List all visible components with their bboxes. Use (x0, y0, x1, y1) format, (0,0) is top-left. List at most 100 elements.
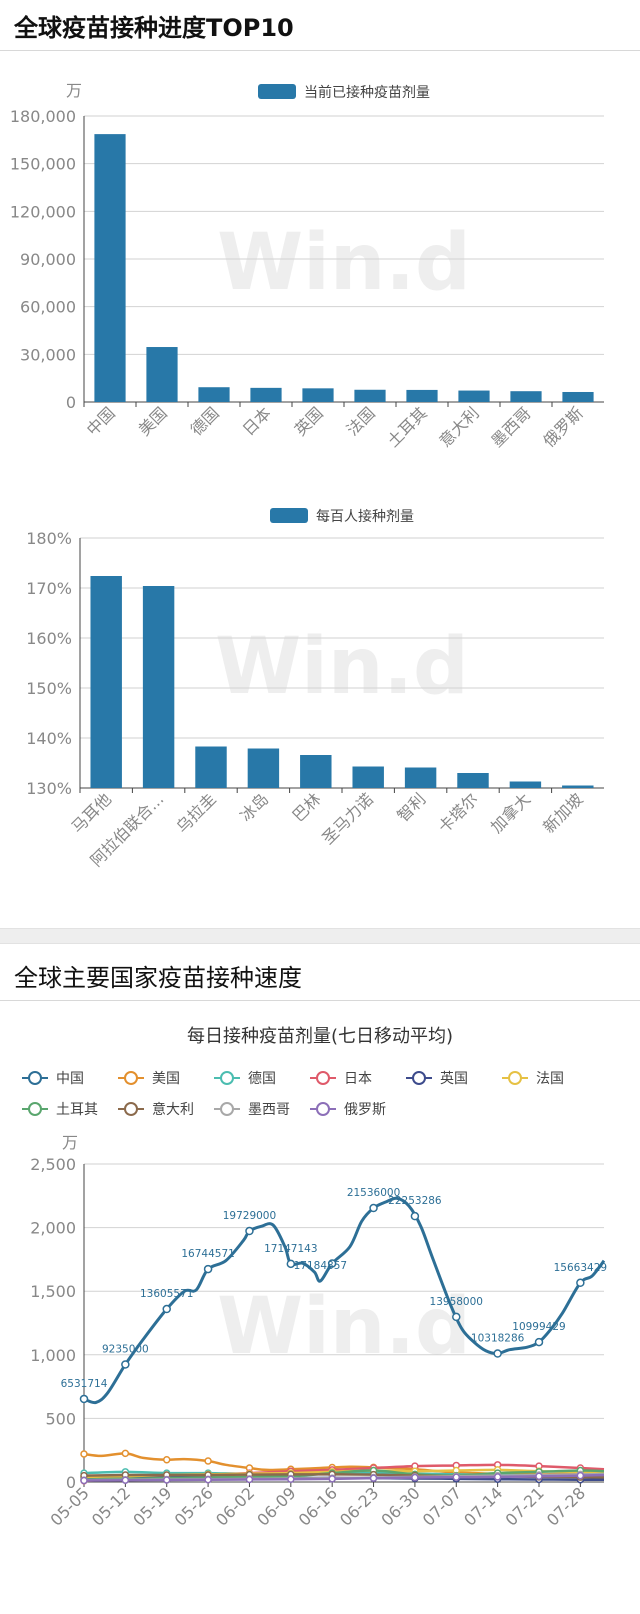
series-marker-china (327, 1259, 337, 1268)
doses-per-hundred-bar-chart: Win.d130%140%150%160%170%180%每百人接种剂量马耳他阿… (26, 508, 604, 870)
series-marker-china (493, 1349, 502, 1358)
section-title-text: 全球疫苗接种进度TOP10 (14, 14, 294, 42)
x-tick-label: 英国 (291, 403, 327, 439)
x-tick-label: 06-30 (377, 1483, 423, 1529)
y-tick-label: 0 (66, 1473, 76, 1492)
series-marker-china (286, 1259, 296, 1269)
bar (146, 347, 178, 402)
series-marker-china (576, 1278, 585, 1288)
series-marker (369, 1474, 378, 1482)
x-tick-label: 德国 (187, 403, 223, 439)
series-marker-china (245, 1226, 254, 1236)
y-tick-label: 2,500 (30, 1155, 76, 1174)
legend-label: 美国 (152, 1071, 180, 1087)
legend-label: 法国 (536, 1071, 564, 1087)
x-tick-label: 06-09 (253, 1483, 299, 1529)
legend-marker (28, 1071, 42, 1085)
vaccinated-doses-bar-chart: Win.d 0 30,000 60,000 90,000 120,000 150,000 18… (10, 81, 604, 451)
y-tick-label: 170% (26, 579, 72, 598)
legend-swatch (270, 508, 308, 523)
legend-label: 日本 (344, 1071, 372, 1087)
data-label: 21536000 (347, 1187, 400, 1199)
legend-label: 墨西哥 (248, 1102, 290, 1118)
data-label: 17184857 (294, 1260, 347, 1272)
legend-label: 意大利 (152, 1101, 194, 1118)
data-label: 22253286 (388, 1195, 442, 1207)
x-tick-label: 墨西哥 (487, 403, 534, 450)
legend-label: 俄罗斯 (344, 1102, 386, 1118)
y-tick-label: 500 (45, 1409, 76, 1428)
series-marker (121, 1476, 130, 1484)
y-unit-label: 万 (66, 81, 82, 100)
x-tick-label: 圣马力诺 (318, 789, 377, 848)
bar (247, 748, 280, 788)
series-marker-china (452, 1312, 461, 1322)
y-tick-label: 0 (66, 393, 76, 412)
series-marker-china (79, 1394, 89, 1404)
x-tick-label: 土耳其 (383, 403, 430, 450)
legend-marker (28, 1102, 42, 1116)
bar (302, 388, 334, 402)
series-marker-china (369, 1203, 378, 1213)
legend-swatch (258, 84, 296, 99)
y-tick-label: 120,000 (10, 202, 76, 221)
series-marker (245, 1475, 254, 1484)
legend-marker (220, 1102, 234, 1116)
y-tick-label: 1,500 (30, 1282, 76, 1301)
series-marker-china (162, 1304, 171, 1314)
x-tick-label: 法国 (343, 403, 379, 439)
y-tick-label: 1,000 (30, 1346, 76, 1365)
series-marker (576, 1471, 585, 1480)
y-tick-label: 90,000 (20, 250, 76, 269)
x-tick-label: 中国 (83, 403, 119, 439)
x-tick-label: 06-23 (336, 1483, 382, 1529)
legend-marker (412, 1071, 426, 1085)
x-tick-label: 07-21 (502, 1483, 548, 1529)
series-marker (121, 1449, 130, 1458)
bar (352, 766, 384, 788)
data-label: 13605571 (140, 1288, 193, 1300)
section-separator (0, 928, 640, 944)
legend-label: 土耳其 (56, 1102, 98, 1118)
data-label: 17147143 (264, 1243, 317, 1255)
legend-label: 每百人接种剂量 (316, 508, 414, 525)
x-tick-label: 卡塔尔 (434, 789, 481, 836)
series-marker (452, 1473, 461, 1481)
bar (457, 773, 489, 788)
y-tick-label: 2,000 (30, 1219, 76, 1238)
x-tick-label: 06-02 (212, 1483, 258, 1529)
data-label: 16744571 (181, 1248, 234, 1260)
x-tick-label: 美国 (135, 403, 171, 439)
series-marker (328, 1475, 336, 1483)
bar (406, 389, 438, 402)
x-tick-label: 05-26 (171, 1483, 217, 1529)
bar (562, 391, 594, 402)
bar (300, 755, 332, 788)
watermark: Win.d (217, 1282, 471, 1372)
x-tick-label: 05-19 (129, 1483, 175, 1529)
x-tick-label: 冰岛 (236, 789, 272, 825)
data-label: 9235000 (102, 1343, 149, 1355)
legend-label: 当前已接种疫苗剂量 (304, 84, 430, 101)
series-marker-china (410, 1211, 420, 1221)
x-tick-label: 日本 (239, 403, 275, 439)
bar (142, 586, 175, 788)
bar (198, 387, 230, 402)
bar (562, 785, 594, 788)
bar (404, 767, 437, 788)
legend-label: 中国 (56, 1071, 84, 1087)
series-marker (162, 1455, 171, 1464)
bar (90, 576, 122, 788)
bar (510, 391, 542, 402)
section-title-speed: 全球主要国家疫苗接种速度 (14, 964, 302, 992)
y-tick-label: 130% (26, 779, 72, 798)
series-marker (204, 1457, 212, 1465)
y-tick-label: 180,000 (10, 107, 76, 126)
series-line-china (83, 1196, 606, 1405)
x-tick-label: 07-14 (460, 1483, 506, 1529)
bar (354, 389, 386, 402)
x-tick-label: 07-07 (419, 1483, 465, 1529)
watermark: Win.d (217, 218, 471, 308)
series-marker (493, 1473, 502, 1481)
